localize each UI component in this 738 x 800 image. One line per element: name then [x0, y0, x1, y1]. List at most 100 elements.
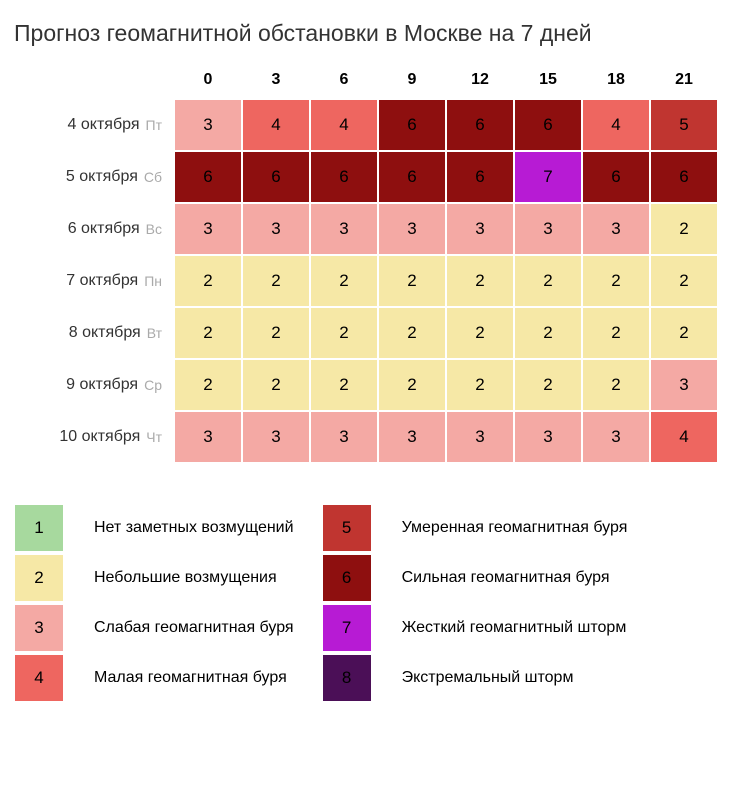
heatmap-cell: 3	[174, 411, 242, 463]
heatmap-cell: 6	[310, 151, 378, 203]
heatmap-cell: 2	[514, 307, 582, 359]
row-label: 6 октября Вс	[14, 203, 174, 255]
heatmap-cell: 3	[174, 203, 242, 255]
heatmap-cell: 5	[650, 99, 718, 151]
row-label: 5 октября Сб	[14, 151, 174, 203]
heatmap-cell: 6	[242, 151, 310, 203]
legend-row: 2Небольшие возмущения	[14, 553, 294, 603]
heatmap-cell: 2	[582, 307, 650, 359]
row-label: 10 октября Чт	[14, 411, 174, 463]
heatmap-cell: 2	[514, 359, 582, 411]
row-date: 9 октября	[66, 376, 138, 394]
legend-label: Нет заметных возмущений	[94, 519, 294, 537]
heatmap-row: 22222222	[174, 255, 718, 307]
legend-swatch: 2	[14, 554, 64, 602]
legend-column: 1 Нет заметных возмущений 2Небольшие возму…	[14, 503, 294, 703]
heatmap-cell: 2	[310, 307, 378, 359]
heatmap-cell: 2	[174, 307, 242, 359]
row-label: 4 октябряПт	[14, 99, 174, 151]
heatmap-cell: 6	[174, 151, 242, 203]
heatmap-row: 22222222	[174, 307, 718, 359]
heatmap-row: 22222223	[174, 359, 718, 411]
row-dow: Сб	[144, 169, 162, 185]
heatmap-cell: 2	[650, 255, 718, 307]
heatmap-cell: 2	[582, 359, 650, 411]
legend: 1 Нет заметных возмущений 2Небольшие возму…	[14, 503, 724, 703]
heatmap-cell: 2	[378, 307, 446, 359]
row-date: 7 октября	[66, 272, 138, 290]
heatmap-cell: 7	[514, 151, 582, 203]
heatmap-cell: 3	[650, 359, 718, 411]
row-date: 5 октября	[66, 168, 138, 186]
row-dow: Вт	[147, 325, 162, 341]
heatmap-cell: 3	[310, 203, 378, 255]
heatmap-cell: 2	[514, 255, 582, 307]
legend-label: Слабая геомагнитная буря	[94, 619, 294, 637]
heatmap-cell: 3	[310, 411, 378, 463]
row-label: 8 октября Вт	[14, 307, 174, 359]
heatmap-cell: 6	[582, 151, 650, 203]
heatmap-row: 33333332	[174, 203, 718, 255]
legend-label: Малая геомагнитная буря	[94, 669, 287, 687]
col-header: 9	[378, 65, 446, 99]
heatmap-cell: 2	[242, 255, 310, 307]
legend-row: 3 Слабая геомагнитная буря	[14, 603, 294, 653]
heatmap-cell: 6	[514, 99, 582, 151]
col-header: 3	[242, 65, 310, 99]
col-header: 21	[650, 65, 718, 99]
heatmap-container: 4 октябряПт 5 октября Сб 6 октября Вс 7 октяб…	[14, 65, 724, 463]
heatmap-cell: 2	[310, 255, 378, 307]
col-header: 6	[310, 65, 378, 99]
heatmap-cell: 6	[446, 151, 514, 203]
legend-label: Экстремальный шторм	[402, 669, 574, 687]
legend-swatch: 6	[322, 554, 372, 602]
heatmap-grid: 036912151821 344666456666676633333332222…	[174, 65, 718, 463]
legend-column: 5Умеренная геомагнитная буря6 Сильная гео…	[322, 503, 628, 703]
legend-swatch: 1	[14, 504, 64, 552]
legend-swatch: 8	[322, 654, 372, 702]
heatmap-cell: 3	[378, 411, 446, 463]
heatmap-cell: 2	[582, 255, 650, 307]
heatmap-cell: 6	[650, 151, 718, 203]
legend-swatch: 3	[14, 604, 64, 652]
legend-swatch: 7	[322, 604, 372, 652]
legend-row: 5Умеренная геомагнитная буря	[322, 503, 628, 553]
heatmap-cell: 4	[310, 99, 378, 151]
row-dow: Пт	[146, 117, 162, 133]
heatmap-row: 33333334	[174, 411, 718, 463]
row-date: 8 октября	[69, 324, 141, 342]
legend-swatch: 4	[14, 654, 64, 702]
legend-label: Сильная геомагнитная буря	[402, 569, 610, 587]
heatmap-cell: 2	[650, 203, 718, 255]
heatmap-cell: 4	[242, 99, 310, 151]
row-date: 10 октября	[59, 428, 140, 446]
heatmap-cell: 2	[242, 307, 310, 359]
heatmap-cell: 2	[446, 307, 514, 359]
heatmap-cell: 6	[446, 99, 514, 151]
row-date: 6 октября	[68, 220, 140, 238]
heatmap-cell: 2	[174, 255, 242, 307]
legend-row: 1 Нет заметных возмущений	[14, 503, 294, 553]
row-label: 9 октября Ср	[14, 359, 174, 411]
legend-swatch: 5	[322, 504, 372, 552]
heatmap-cell: 2	[378, 359, 446, 411]
heatmap-cell: 6	[378, 151, 446, 203]
heatmap-cell: 3	[242, 203, 310, 255]
col-header: 15	[514, 65, 582, 99]
legend-label: Жесткий геомагнитный шторм	[402, 619, 627, 637]
legend-row: 8 Экстремальный шторм	[322, 653, 628, 703]
row-dow: Вс	[146, 221, 162, 237]
heatmap-cell: 2	[174, 359, 242, 411]
col-header: 0	[174, 65, 242, 99]
heatmap-cell: 4	[582, 99, 650, 151]
row-dow: Ср	[144, 377, 162, 393]
heatmap-cell: 2	[242, 359, 310, 411]
legend-row: 6 Сильная геомагнитная буря	[322, 553, 628, 603]
heatmap-row: 66666766	[174, 151, 718, 203]
row-dow: Чт	[146, 429, 162, 445]
heatmap-row: 34466645	[174, 99, 718, 151]
col-header: 12	[446, 65, 514, 99]
heatmap-cell: 4	[650, 411, 718, 463]
row-label: 7 октябряПн	[14, 255, 174, 307]
heatmap-cell: 3	[514, 203, 582, 255]
